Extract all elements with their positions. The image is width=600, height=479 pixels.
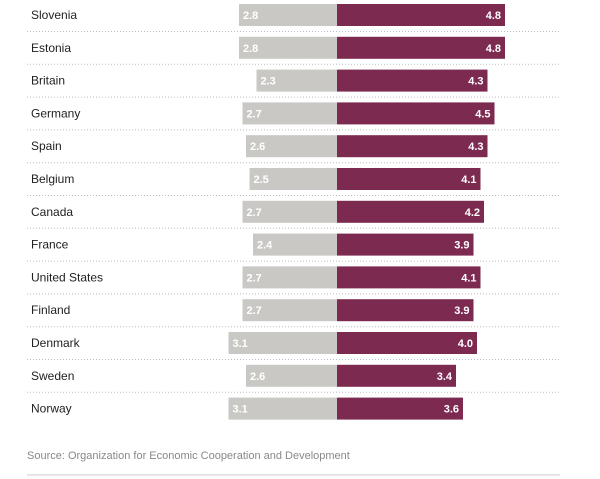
left-bar [242,299,337,322]
left-value-label: 2.6 [250,371,265,383]
left-value-label: 2.4 [257,240,273,252]
country-label: United States [31,270,103,284]
left-value-label: 2.8 [243,43,258,55]
left-bar [249,168,337,190]
left-value-label: 2.7 [247,272,262,284]
right-bar [337,364,456,387]
country-label: Spain [31,139,62,153]
country-label: Denmark [31,336,81,350]
right-bar [337,168,481,190]
source-note: Source: Organization for Economic Cooper… [27,450,350,462]
country-label: Estonia [31,41,71,55]
left-bar [239,4,337,26]
right-value-label: 3.6 [444,404,459,416]
left-value-label: 3.1 [233,404,248,416]
country-label: Slovenia [31,8,77,22]
right-value-label: 3.9 [454,240,469,252]
left-bar [256,69,337,92]
right-bar [337,69,488,92]
right-bar [337,233,474,256]
right-bar [337,135,488,158]
left-bar [246,364,337,387]
right-bar [337,4,505,26]
left-value-label: 2.6 [250,141,265,153]
right-bar [337,397,463,420]
left-value-label: 2.7 [247,207,262,219]
left-bar [242,200,337,223]
left-bar [242,102,337,125]
left-bar [228,397,337,420]
right-value-label: 4.8 [486,10,501,22]
country-label: France [31,238,69,252]
right-bar [337,36,505,59]
left-bar [246,135,337,158]
right-value-label: 4.2 [465,207,480,219]
right-bar [337,266,481,289]
country-label: Canada [31,205,73,219]
right-bar [337,332,477,354]
right-value-label: 4.5 [475,108,490,120]
country-label: Germany [31,106,80,120]
right-value-label: 4.3 [468,76,483,88]
left-bar [239,36,337,59]
country-label: Britain [31,74,65,88]
left-value-label: 2.3 [261,76,276,88]
right-bar [337,200,484,223]
left-value-label: 2.7 [247,108,262,120]
country-label: Finland [31,303,70,317]
chart-rows: Slovenia 2.8 4.8 Estonia 2.8 4.8 Britain 2.3 4.3… [27,4,560,420]
left-bar [228,332,337,354]
right-bar [337,299,474,322]
country-label: Norway [31,402,72,416]
right-bar [337,102,495,125]
right-value-label: 4.0 [458,338,473,350]
left-value-label: 2.5 [254,174,269,186]
right-value-label: 4.3 [468,141,483,153]
right-value-label: 4.1 [461,272,476,284]
left-value-label: 2.8 [243,10,258,22]
country-label: Belgium [31,172,74,186]
right-value-label: 4.1 [461,174,476,186]
left-value-label: 3.1 [233,338,248,350]
right-value-label: 3.4 [437,371,453,383]
left-value-label: 2.7 [247,305,262,317]
right-value-label: 3.9 [454,305,469,317]
left-bar [242,266,337,289]
right-value-label: 4.8 [486,43,501,55]
country-label: Sweden [31,369,74,383]
left-bar [253,233,337,256]
